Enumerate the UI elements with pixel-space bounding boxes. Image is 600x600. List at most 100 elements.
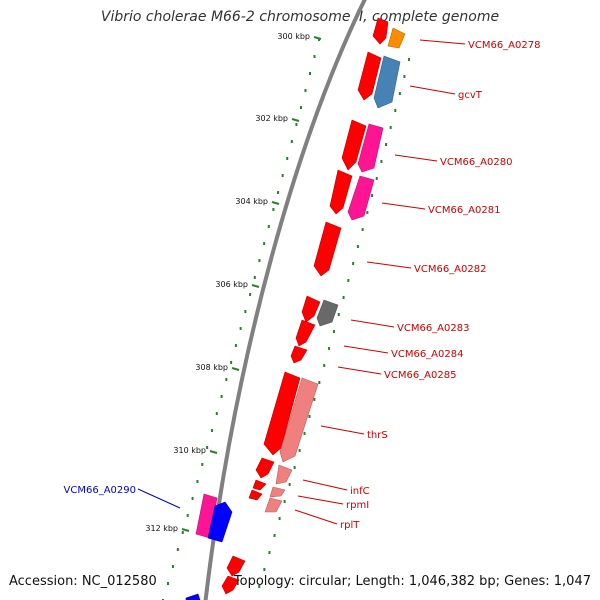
- gene-label-VCM66_A0285[interactable]: VCM66_A0285: [384, 370, 456, 381]
- gene-arrow-VCM66_A0281[interactable]: [347, 175, 375, 221]
- gene-arrow[interactable]: [263, 371, 301, 456]
- genome-summary-text: Topology: circular; Length: 1,046,382 bp…: [233, 574, 591, 589]
- tick-label-302: 302 kbp: [255, 114, 288, 123]
- gene-arrow-rpmI[interactable]: [269, 486, 286, 498]
- gene-label-VCM66_A0281[interactable]: VCM66_A0281: [428, 205, 500, 216]
- tick-dot: [263, 242, 266, 245]
- tick-dot: [278, 517, 281, 520]
- tick-dot: [385, 143, 388, 146]
- gene-arrow[interactable]: [357, 51, 382, 101]
- gene-arrow[interactable]: [255, 457, 275, 479]
- gene-arrow[interactable]: [372, 17, 389, 45]
- gene-leader-line: [419, 39, 466, 45]
- chromosome-backbone: [203, 0, 367, 600]
- gene-label-VCM66_A0284[interactable]: VCM66_A0284: [391, 349, 463, 360]
- tick-dot: [371, 194, 374, 197]
- tick-dot: [347, 279, 350, 282]
- gene-label-VCM66_A0283[interactable]: VCM66_A0283: [397, 323, 469, 334]
- tick-dot: [304, 89, 307, 92]
- tick-dot: [263, 568, 266, 571]
- tick-dot: [258, 585, 261, 588]
- tick-dot: [337, 313, 340, 316]
- tick-dot: [398, 92, 401, 95]
- major-tick: [313, 36, 322, 40]
- gene-arrow-rplT[interactable]: [264, 497, 283, 513]
- gene-label-VCM66_A0278[interactable]: VCM66_A0278: [468, 40, 540, 51]
- tick-dot: [332, 330, 335, 333]
- tick-dot: [288, 483, 291, 486]
- gene-leader-line: [294, 509, 338, 525]
- gene-leader-line: [394, 154, 438, 162]
- tick-dot: [408, 58, 410, 61]
- tick-dot: [318, 38, 320, 41]
- tick-dot: [253, 276, 256, 279]
- tick-dot: [210, 429, 213, 432]
- tick-dot: [313, 55, 316, 58]
- gene-arrow-VCM66_A0290[interactable]: [207, 501, 233, 543]
- tick-label-306: 306 kbp: [215, 280, 248, 289]
- gene-arrow[interactable]: [226, 555, 246, 577]
- gene-arrow[interactable]: [185, 593, 201, 600]
- gene-arrow[interactable]: [301, 295, 321, 323]
- tick-dot: [244, 310, 247, 313]
- tick-dot: [293, 466, 296, 469]
- major-tick: [251, 284, 260, 288]
- gene-arrow[interactable]: [221, 575, 240, 595]
- major-tick: [271, 201, 280, 205]
- tick-dot: [283, 500, 286, 503]
- tick-dot: [186, 514, 189, 517]
- gene-arrow-VCM66_A0283[interactable]: [316, 299, 339, 327]
- gene-leader-line: [350, 319, 395, 328]
- gene-label-VCM66_A0282[interactable]: VCM66_A0282: [414, 264, 486, 275]
- gene-arrow[interactable]: [252, 479, 267, 491]
- tick-dot: [225, 378, 228, 381]
- tick-dot: [323, 364, 326, 367]
- tick-dot: [273, 534, 276, 537]
- gene-arrow[interactable]: [290, 345, 308, 364]
- tick-dot: [352, 262, 355, 265]
- tick-dot: [176, 548, 179, 551]
- tick-dot: [249, 293, 252, 296]
- gene-arrow[interactable]: [313, 221, 342, 277]
- tick-dot: [171, 565, 174, 568]
- tick-dot: [220, 395, 223, 398]
- tick-dot: [215, 412, 218, 415]
- tick-label-312: 312 kbp: [145, 524, 178, 533]
- major-tick: [291, 118, 300, 122]
- tick-dot: [230, 361, 233, 364]
- tick-dot: [272, 208, 275, 211]
- tick-dot: [181, 531, 184, 534]
- tick-dot: [342, 296, 345, 299]
- gene-label-infC[interactable]: infC: [350, 486, 370, 497]
- gene-arrow-gcvT[interactable]: [373, 55, 401, 109]
- gene-label-VCM66_A0280[interactable]: VCM66_A0280: [440, 157, 512, 168]
- gene-label-gcvT[interactable]: gcvT: [458, 90, 483, 101]
- gene-arrow[interactable]: [248, 489, 263, 501]
- gene-arrow-VCM66_A0280[interactable]: [357, 123, 384, 173]
- gene-leader-line: [302, 479, 348, 491]
- gene-arrow-thrS[interactable]: [279, 377, 319, 463]
- gene-arrow-infC[interactable]: [275, 464, 293, 485]
- tick-dot: [277, 191, 280, 194]
- gene-label-rpmI[interactable]: rpmI: [346, 500, 369, 511]
- gene-arrow[interactable]: [295, 319, 316, 347]
- tick-dot: [258, 259, 261, 262]
- gene-leader-line: [297, 495, 344, 505]
- tick-dot: [267, 225, 270, 228]
- tick-dot: [166, 582, 169, 585]
- gene-label-thrS[interactable]: thrS: [367, 430, 388, 441]
- gene-label-rplT[interactable]: rplT: [340, 520, 360, 531]
- tick-dot: [196, 480, 199, 483]
- gene-arrow-VCM66_A0278[interactable]: [387, 27, 406, 49]
- gene-leader-line: [381, 202, 426, 210]
- gene-arrow[interactable]: [329, 169, 353, 215]
- major-tick: [181, 528, 190, 532]
- tick-dot: [295, 123, 298, 126]
- tick-dot: [286, 157, 289, 160]
- gene-arrow[interactable]: [341, 119, 367, 171]
- tick-dot: [206, 446, 209, 449]
- gene-label-VCM66_A0290[interactable]: VCM66_A0290: [64, 485, 136, 496]
- tick-dot: [356, 245, 359, 248]
- major-tick: [231, 367, 240, 371]
